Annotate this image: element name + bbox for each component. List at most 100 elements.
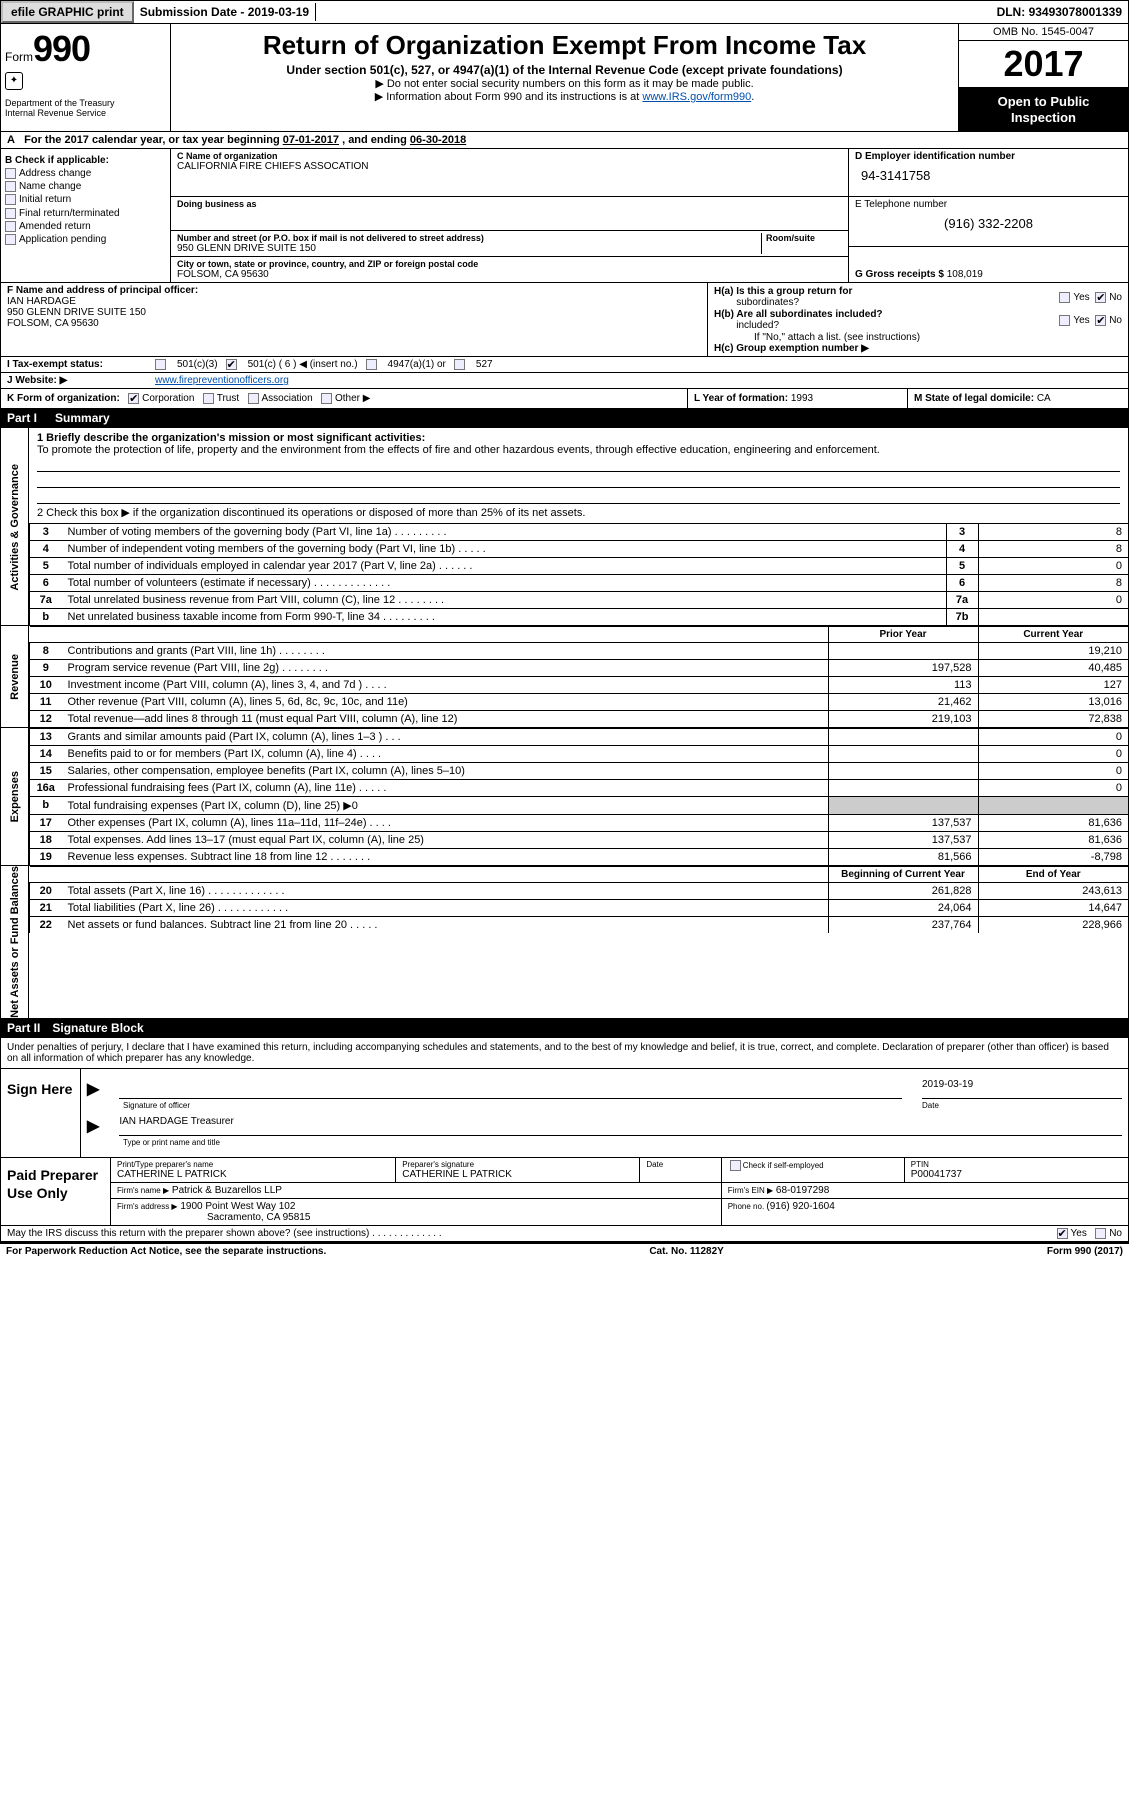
sig-officer-label: Signature of officer — [123, 1101, 902, 1110]
chk-ha-no[interactable] — [1095, 292, 1106, 303]
city-label: City or town, state or province, country… — [177, 259, 842, 269]
revenue-section: Revenue Prior YearCurrent Year8Contribut… — [0, 626, 1129, 728]
org-name: CALIFORNIA FIRE CHIEFS ASSOCATION — [177, 161, 842, 172]
street-value: 950 GLENN DRIVE SUITE 150 — [177, 243, 757, 254]
line2-discontinued: 2 Check this box ▶ if the organization d… — [37, 506, 1120, 519]
name-title-label: Type or print name and title — [123, 1138, 220, 1147]
street-label: Number and street (or P.O. box if mail i… — [177, 233, 757, 243]
paid-preparer-block: Paid Preparer Use Only Print/Type prepar… — [0, 1158, 1129, 1226]
officer-addr2: FOLSOM, CA 95630 — [7, 318, 701, 329]
firm-ein: 68-0197298 — [776, 1185, 829, 1196]
ein-label: D Employer identification number — [855, 151, 1122, 162]
chk-discuss-no[interactable] — [1095, 1228, 1106, 1239]
chk-501c[interactable] — [226, 359, 237, 370]
tax-year: 2017 — [959, 41, 1128, 88]
arrow-icon: ▶ — [87, 1116, 99, 1136]
hb-note: If "No," attach a list. (see instruction… — [714, 332, 1122, 343]
mission-label: 1 Briefly describe the organization's mi… — [37, 432, 1120, 444]
officer-addr1: 950 GLENN DRIVE SUITE 150 — [7, 307, 701, 318]
chk-527[interactable] — [454, 359, 465, 370]
ptin: P00041737 — [911, 1169, 1122, 1180]
submission-date: Submission Date - 2019-03-19 — [134, 3, 316, 21]
chk-4947[interactable] — [366, 359, 377, 370]
cat-no: Cat. No. 11282Y — [649, 1246, 723, 1257]
org-name-label: C Name of organization — [177, 151, 842, 161]
sign-here-label: Sign Here — [1, 1069, 81, 1157]
entity-info-block: B Check if applicable: Address change Na… — [0, 149, 1129, 283]
col-b-checkboxes: B Check if applicable: Address change Na… — [1, 149, 171, 282]
expenses-table: 13Grants and similar amounts paid (Part … — [29, 728, 1128, 865]
signature-intro: Under penalties of perjury, I declare th… — [0, 1038, 1129, 1069]
irs-eagle-icon: ✦ — [5, 72, 23, 90]
chk-assoc[interactable] — [248, 393, 259, 404]
side-netassets: Net Assets or Fund Balances — [9, 866, 21, 1018]
row-i-tax-status: I Tax-exempt status: 501(c)(3) 501(c) ( … — [0, 357, 1129, 373]
dba-label: Doing business as — [177, 199, 842, 209]
form-header: Form990 ✦ Department of the Treasury Int… — [0, 24, 1129, 132]
phone-label: E Telephone number — [855, 199, 1122, 210]
hc-line: H(c) Group exemption number ▶ — [714, 343, 1122, 354]
dln: DLN: 93493078001339 — [991, 3, 1128, 21]
gross-receipts: G Gross receipts $ 108,019 — [855, 269, 983, 280]
phone-value: (916) 332-2208 — [855, 210, 1122, 237]
chk-trust[interactable] — [203, 393, 214, 404]
chk-self-employed[interactable] — [730, 1160, 741, 1171]
open-to-public: Open to PublicInspection — [959, 88, 1128, 131]
discuss-row: May the IRS discuss this return with the… — [0, 1226, 1129, 1242]
governance-section: Activities & Governance 1 Briefly descri… — [0, 428, 1129, 626]
row-klm: K Form of organization: Corporation Trus… — [0, 389, 1129, 409]
sign-here-block: Sign Here ▶ 2019-03-19 Signature of offi… — [0, 1069, 1129, 1158]
year-formation: L Year of formation: 1993 — [688, 389, 908, 408]
chk-amended[interactable] — [5, 221, 16, 232]
officer-group-block: F Name and address of principal officer:… — [0, 283, 1129, 357]
part-i-header: Part I Summary — [0, 409, 1129, 428]
sig-date-label: Date — [922, 1101, 1122, 1110]
side-revenue: Revenue — [9, 654, 21, 700]
treasury-dept: Department of the Treasury Internal Reve… — [5, 98, 166, 118]
expenses-section: Expenses 13Grants and similar amounts pa… — [0, 728, 1129, 866]
chk-501c3[interactable] — [155, 359, 166, 370]
firm-addr2: Sacramento, CA 95815 — [117, 1212, 310, 1223]
paperwork-notice: For Paperwork Reduction Act Notice, see … — [6, 1246, 326, 1257]
chk-hb-yes[interactable] — [1059, 315, 1070, 326]
row-a-tax-year: A For the 2017 calendar year, or tax yea… — [0, 132, 1129, 149]
officer-name-title: IAN HARDAGE Treasurer — [119, 1116, 1122, 1136]
firm-name: Patrick & Buzarellos LLP — [172, 1185, 282, 1196]
chk-app-pending[interactable] — [5, 234, 16, 245]
row-j-website: J Website: ▶ www.firepreventionofficers.… — [0, 373, 1129, 389]
chk-ha-yes[interactable] — [1059, 292, 1070, 303]
omb-number: OMB No. 1545-0047 — [959, 24, 1128, 41]
side-expenses: Expenses — [9, 771, 21, 822]
netassets-table: Beginning of Current YearEnd of Year20To… — [29, 866, 1128, 933]
ein-value: 94-3141758 — [855, 162, 1122, 189]
part-ii-header: Part II Signature Block — [0, 1019, 1129, 1038]
preparer-name: CATHERINE L PATRICK — [117, 1169, 389, 1180]
chk-corp[interactable] — [128, 393, 139, 404]
page-footer: For Paperwork Reduction Act Notice, see … — [0, 1242, 1129, 1259]
firm-addr1: 1900 Point West Way 102 — [180, 1201, 295, 1212]
mission-text: To promote the protection of life, prope… — [37, 444, 1120, 456]
form-note-ssn: ▶ Do not enter social security numbers o… — [181, 77, 948, 90]
form-title: Return of Organization Exempt From Incom… — [181, 30, 948, 61]
efile-print-button[interactable]: efile GRAPHIC print — [1, 1, 134, 23]
side-governance: Activities & Governance — [9, 464, 21, 591]
chk-discuss-yes[interactable] — [1057, 1228, 1068, 1239]
chk-other[interactable] — [321, 393, 332, 404]
paid-preparer-label: Paid Preparer Use Only — [1, 1158, 111, 1225]
irs-link[interactable]: www.IRS.gov/form990 — [642, 91, 751, 103]
chk-address-change[interactable] — [5, 168, 16, 179]
form-note-info: ▶ Information about Form 990 and its ins… — [181, 90, 948, 103]
governance-table: 3Number of voting members of the governi… — [29, 523, 1128, 625]
preparer-sig: CATHERINE L PATRICK — [402, 1169, 633, 1180]
chk-name-change[interactable] — [5, 181, 16, 192]
form-ref: Form 990 (2017) — [1047, 1246, 1123, 1257]
arrow-icon: ▶ — [87, 1079, 99, 1099]
netassets-section: Net Assets or Fund Balances Beginning of… — [0, 866, 1129, 1019]
revenue-table: Prior YearCurrent Year8Contributions and… — [29, 626, 1128, 727]
chk-initial-return[interactable] — [5, 194, 16, 205]
state-domicile: M State of legal domicile: CA — [908, 389, 1128, 408]
chk-hb-no[interactable] — [1095, 315, 1106, 326]
form-subtitle: Under section 501(c), 527, or 4947(a)(1)… — [181, 63, 948, 77]
chk-final-return[interactable] — [5, 208, 16, 219]
website-link[interactable]: www.firepreventionofficers.org — [155, 375, 289, 386]
